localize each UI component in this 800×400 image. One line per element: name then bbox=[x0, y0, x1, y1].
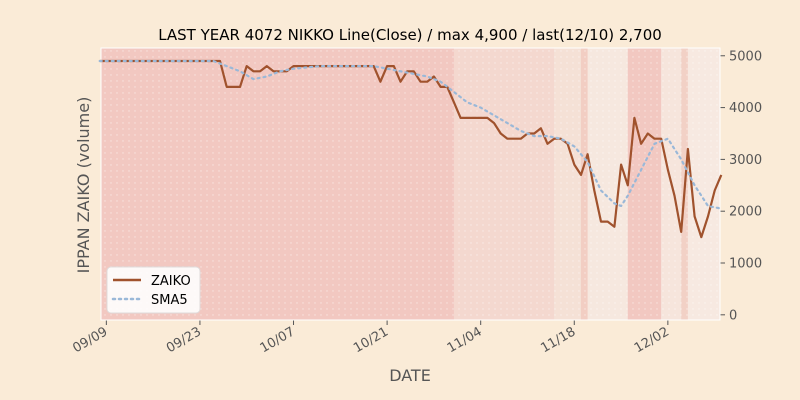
y-tick-label: 1000 bbox=[729, 257, 762, 272]
x-axis-title: DATE bbox=[389, 366, 431, 385]
band-texture bbox=[101, 48, 720, 320]
legend-label-zaiko: ZAIKO bbox=[151, 274, 191, 289]
y-axis-title: IPPAN ZAIKO (volume) bbox=[74, 97, 93, 274]
chart-title: LAST YEAR 4072 NIKKO Line(Close) / max 4… bbox=[158, 26, 662, 44]
series-line-sma5 bbox=[98, 59, 723, 210]
legend-label-sma5: SMA5 bbox=[151, 293, 188, 308]
legend-box bbox=[106, 266, 201, 314]
y-tick-label: 4000 bbox=[729, 101, 762, 116]
axes-frame bbox=[100, 47, 721, 321]
y-tick-label: 5000 bbox=[729, 49, 762, 64]
series-line-zaiko bbox=[99, 59, 723, 239]
legend: ZAIKO SMA5 bbox=[106, 266, 201, 314]
y-tick-label: 3000 bbox=[729, 153, 762, 168]
y-tick-label: 0 bbox=[729, 308, 737, 323]
y-tick-label: 2000 bbox=[729, 205, 762, 220]
